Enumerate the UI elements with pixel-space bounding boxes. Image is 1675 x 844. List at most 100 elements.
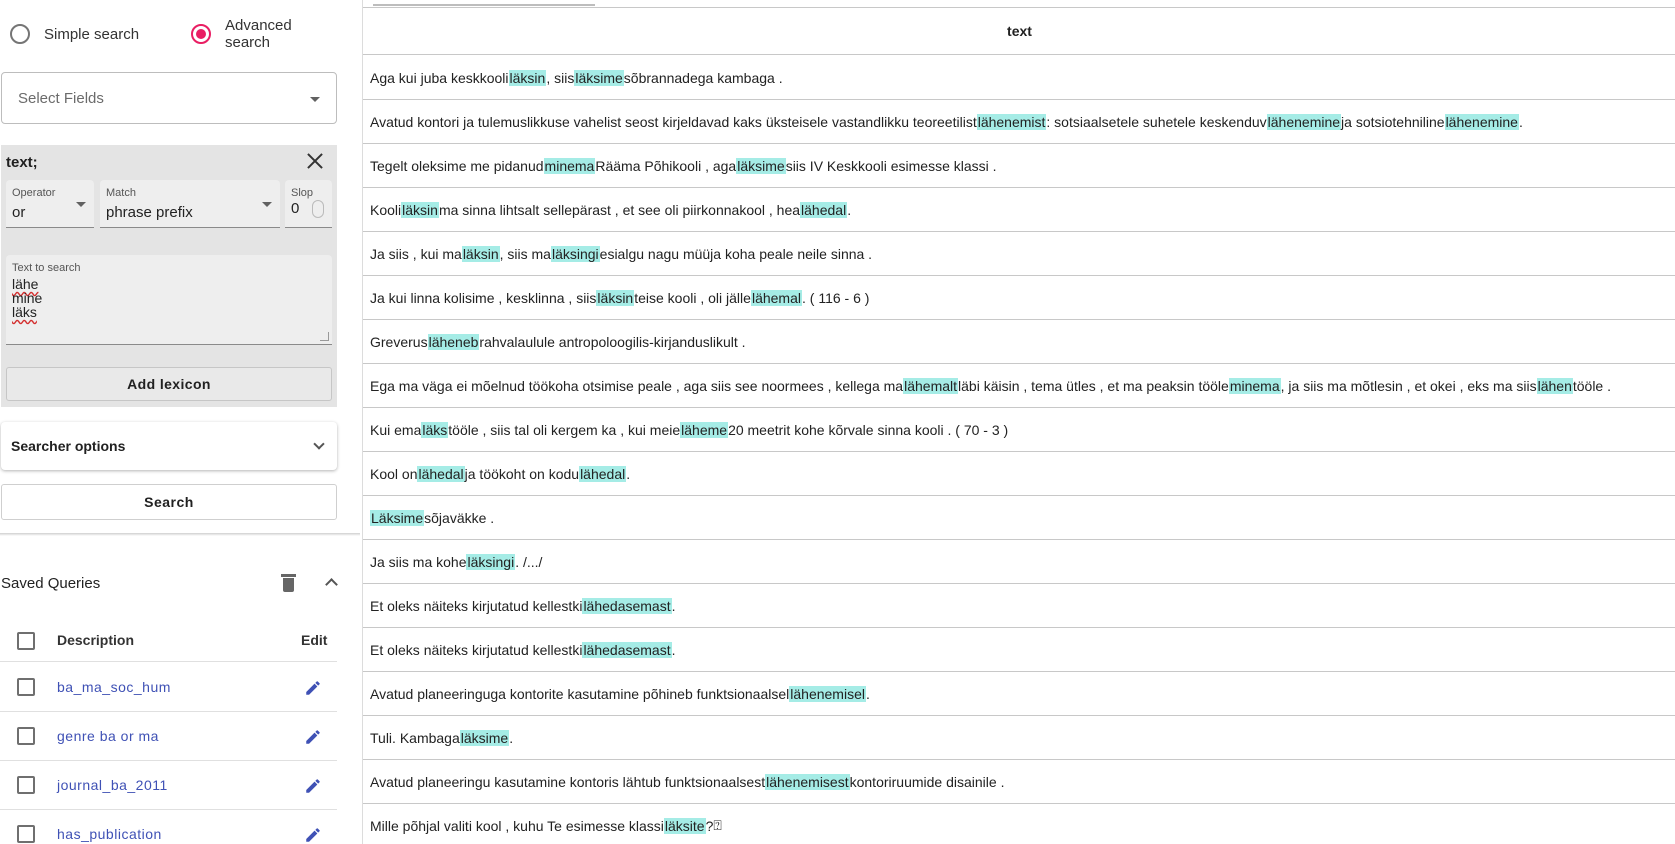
result-text: Tegelt oleksime me pidanud — [370, 157, 544, 174]
result-text: . — [671, 641, 676, 658]
result-row[interactable]: Et oleks näiteks kirjutatud kellestki lä… — [363, 628, 1675, 672]
search-button[interactable]: Search — [1, 484, 337, 520]
result-text: , siis ma — [499, 245, 551, 262]
result-text: Ega ma väga ei mõelnud töökoha otsimise … — [370, 377, 904, 394]
result-row[interactable]: Kooli läksin ma sinna lihtsalt sellepära… — [363, 188, 1675, 232]
slop-label: Slop — [291, 187, 314, 199]
row-checkbox[interactable] — [17, 825, 35, 843]
operator-value: or — [12, 204, 26, 221]
match-highlight: lähenemist — [976, 113, 1047, 130]
saved-query-name[interactable]: ba_ma_soc_hum — [57, 679, 171, 695]
result-row[interactable]: Avatud planeeringuga kontorite kasutamin… — [363, 672, 1675, 716]
result-row[interactable]: Et oleks näiteks kirjutatud kellestki lä… — [363, 584, 1675, 628]
row-checkbox[interactable] — [17, 776, 35, 794]
close-icon[interactable] — [305, 151, 325, 171]
simple-search-radio[interactable] — [10, 24, 30, 44]
saved-query-name[interactable]: genre ba or ma — [57, 728, 159, 744]
stepper-icon[interactable] — [312, 200, 324, 218]
result-text: rahvalaulule antropoloogilis-kirjandusli… — [479, 333, 746, 350]
result-text: ja töökoht on kodu — [464, 465, 580, 482]
saved-query-row[interactable]: has_publication — [0, 810, 337, 844]
result-text: Mille põhjal valiti kool , kuhu Te esime… — [370, 817, 664, 834]
row-checkbox[interactable] — [17, 727, 35, 745]
result-row[interactable]: Tegelt oleksime me pidanud minema Rääma … — [363, 144, 1675, 188]
result-text: Ja siis ma kohe — [370, 553, 467, 570]
saved-query-row[interactable]: genre ba or ma — [0, 712, 337, 761]
operator-label: Operator — [12, 187, 56, 199]
result-row[interactable]: Ja siis ma kohe läksingi . /.../ — [363, 540, 1675, 584]
result-row[interactable]: Läksime sõjaväkke . — [363, 496, 1675, 540]
result-text: ma sinna lihtsalt sellepärast , et see o… — [438, 201, 801, 218]
pencil-icon[interactable] — [304, 826, 322, 844]
trash-icon[interactable] — [281, 574, 296, 592]
match-highlight: lähemalt — [903, 377, 959, 394]
result-text: esialgu nagu müüja koha peale neile sinn… — [599, 245, 873, 262]
match-select[interactable]: Match phrase prefix — [100, 180, 280, 228]
result-text: tööle , siis tal oli kergem ka , kui mei… — [448, 421, 681, 438]
unknown-glyph-icon: ⍰ — [713, 817, 722, 833]
result-row[interactable]: Mille põhjal valiti kool , kuhu Te esime… — [363, 804, 1675, 844]
match-highlight: minema — [1228, 377, 1281, 394]
result-row[interactable]: Kui ema läks tööle , siis tal oli kergem… — [363, 408, 1675, 452]
result-row[interactable]: Ja siis , kui ma läksin , siis ma läksin… — [363, 232, 1675, 276]
result-text: 20 meetrit kohe kõrvale sinna kooli . ( … — [728, 421, 1009, 438]
result-text: Ja kui linna kolisime , kesklinna , siis — [370, 289, 597, 306]
result-row[interactable]: Kool on lähedal ja töökoht on kodu lähed… — [363, 452, 1675, 496]
saved-query-name[interactable]: has_publication — [57, 826, 162, 842]
match-highlight: lähedal — [417, 465, 465, 482]
result-row[interactable]: Avatud kontori ja tulemuslikkuse vahelis… — [363, 100, 1675, 144]
result-text: Avatud planeeringu kasutamine kontoris l… — [370, 773, 766, 790]
text-column-header[interactable]: text — [363, 7, 1675, 55]
result-row[interactable]: Ega ma väga ei mõelnud töökoha otsimise … — [363, 364, 1675, 408]
select-all-checkbox[interactable] — [17, 632, 35, 650]
advanced-search-radio[interactable] — [191, 24, 211, 44]
pencil-icon[interactable] — [304, 679, 322, 697]
chevron-up-icon[interactable] — [325, 578, 338, 591]
result-text: Kooli — [370, 201, 402, 218]
add-lexicon-button[interactable]: Add lexicon — [6, 367, 332, 401]
operator-select[interactable]: Operator or — [6, 180, 94, 228]
slop-input[interactable]: Slop 0 — [285, 180, 332, 228]
match-highlight: läksime — [574, 69, 624, 86]
result-text: teise kooli , oli jälle — [634, 289, 751, 306]
search-term: lähe — [12, 276, 39, 292]
saved-query-row[interactable]: journal_ba_2011 — [0, 761, 337, 810]
pencil-icon[interactable] — [304, 728, 322, 746]
pencil-icon[interactable] — [304, 777, 322, 795]
result-text: . — [865, 685, 870, 702]
text-to-search-value: lähe mine läks — [12, 277, 42, 319]
text-to-search-label: Text to search — [12, 262, 81, 274]
saved-query-name[interactable]: journal_ba_2011 — [57, 777, 168, 793]
match-label: Match — [106, 187, 136, 199]
result-text: Tuli. Kambaga — [370, 729, 460, 746]
searcher-options-expander[interactable]: Searcher options — [1, 422, 337, 470]
description-column-header: Description — [57, 632, 135, 648]
result-text: Kui ema — [370, 421, 422, 438]
row-checkbox[interactable] — [17, 678, 35, 696]
text-to-search-input[interactable]: Text to search lähe mine läks — [6, 255, 332, 345]
resize-handle[interactable] — [320, 332, 329, 341]
result-text: Ja siis , kui ma — [370, 245, 462, 262]
result-text: Rääma Põhikooli , aga — [595, 157, 737, 174]
result-row[interactable]: Tuli. Kambaga läksime . — [363, 716, 1675, 760]
result-row[interactable]: Greverus läheneb rahvalaulule antropoloo… — [363, 320, 1675, 364]
result-row[interactable]: Ja kui linna kolisime , kesklinna , siis… — [363, 276, 1675, 320]
result-row[interactable]: Aga kui juba keskkooli läksin , siis läk… — [363, 56, 1675, 100]
advanced-search-option[interactable]: Advanced search — [191, 17, 337, 51]
match-highlight: läksin — [596, 289, 635, 306]
result-text: , siis — [546, 69, 575, 86]
result-text: ? — [705, 817, 714, 834]
result-row[interactable]: Avatud planeeringu kasutamine kontoris l… — [363, 760, 1675, 804]
search-term: läks — [12, 304, 37, 320]
result-text: . — [671, 597, 676, 614]
simple-search-option[interactable]: Simple search — [10, 22, 139, 46]
tab-indicator — [373, 4, 595, 6]
match-highlight: läksime — [459, 729, 510, 746]
result-text: sõjaväkke . — [424, 509, 495, 526]
match-highlight: läheme — [680, 421, 729, 438]
results-panel: text Aga kui juba keskkooli läksin , sii… — [362, 0, 1675, 844]
saved-queries-title: Saved Queries — [1, 575, 101, 592]
saved-query-row[interactable]: ba_ma_soc_hum — [0, 663, 337, 712]
result-text: läbi käisin , tema ütles , et ma peaksin… — [958, 377, 1229, 394]
select-fields-dropdown[interactable]: Select Fields — [1, 72, 337, 124]
